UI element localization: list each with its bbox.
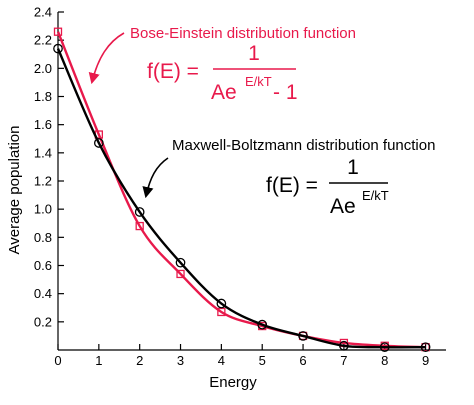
maxwell-point-marker (339, 340, 349, 351)
x-tick-label: 8 (381, 353, 388, 368)
bose-formula-denominator-base: Ae (211, 81, 237, 104)
maxwell-formula-numerator: 1 (347, 156, 359, 179)
x-tick-label: 7 (340, 353, 347, 368)
bose-point-marker (135, 221, 144, 231)
bose-annotation-arrow (88, 32, 125, 85)
maxwell-point-marker (216, 298, 227, 309)
maxwell-point-marker (175, 257, 186, 268)
y-tick-label: 2.2 (34, 33, 52, 48)
maxwell-point-marker (420, 342, 431, 353)
maxwell-point-marker (257, 319, 268, 330)
bose-point-marker (176, 269, 185, 279)
bose-curve (56, 31, 426, 349)
x-tick-label: 3 (177, 353, 184, 368)
x-tick-label: 4 (218, 353, 225, 368)
maxwell-series (53, 43, 431, 353)
y-tick-label: 0.2 (34, 314, 52, 329)
bose-point-marker (217, 307, 226, 317)
maxwell-formula-denominator-base: Ae (330, 195, 356, 218)
maxwell-formula-lhs: f(E) = (266, 174, 318, 197)
bose-formula-numerator: 1 (248, 42, 260, 65)
bose-point-marker (53, 27, 63, 36)
bose-formula-lhs: f(E) = (147, 60, 199, 83)
y-axis-title: Average population (6, 126, 23, 255)
series-layer (53, 27, 431, 353)
y-axis-ticks: 0.2 0.4 0.6 0.8 1.0 1.2 1.4 1.6 1.8 2.0 2.2 2.4 (34, 5, 64, 329)
y-tick-label: 2.4 (34, 5, 52, 20)
maxwell-point-marker (134, 207, 145, 217)
maxwell-point-marker (298, 331, 308, 341)
maxwell-point-marker (93, 138, 104, 148)
maxwell-annotation-label: Maxwell-Boltzmann distribution function (172, 137, 435, 154)
bose-annotation-label: Bose-Einstein distribution function (130, 25, 356, 42)
y-tick-label: 1.4 (34, 145, 52, 160)
y-tick-label: 1.0 (34, 202, 52, 217)
maxwell-annotation-arrow (142, 157, 169, 199)
x-axis-title: Energy (209, 374, 257, 391)
y-tick-label: 0.4 (34, 286, 52, 301)
maxwell-point-marker (53, 43, 63, 54)
x-tick-label: 2 (136, 353, 143, 368)
y-tick-label: 0.8 (34, 230, 52, 245)
maxwell-curve (56, 48, 426, 349)
y-tick-label: 1.6 (34, 117, 52, 132)
bose-annotation: Bose-Einstein distribution function f(E)… (88, 25, 356, 104)
y-tick-label: 2.0 (34, 61, 52, 76)
maxwell-annotation: Maxwell-Boltzmann distribution function … (142, 137, 435, 218)
x-axis-ticks: 0 1 2 3 4 5 6 7 8 9 (54, 344, 429, 368)
maxwell-formula-exponent: E/kT (362, 188, 389, 203)
x-tick-label: 9 (422, 353, 429, 368)
y-tick-label: 1.8 (34, 89, 52, 104)
x-tick-label: 6 (299, 353, 306, 368)
x-tick-label: 0 (54, 353, 61, 368)
bose-formula-exponent: E/kT (245, 74, 272, 89)
bose-formula-tail: - 1 (273, 81, 298, 104)
x-tick-label: 5 (259, 353, 266, 368)
y-tick-label: 0.6 (34, 258, 52, 273)
y-tick-label: 1.2 (34, 174, 52, 189)
maxwell-point-marker (379, 342, 390, 353)
x-tick-label: 1 (95, 353, 102, 368)
